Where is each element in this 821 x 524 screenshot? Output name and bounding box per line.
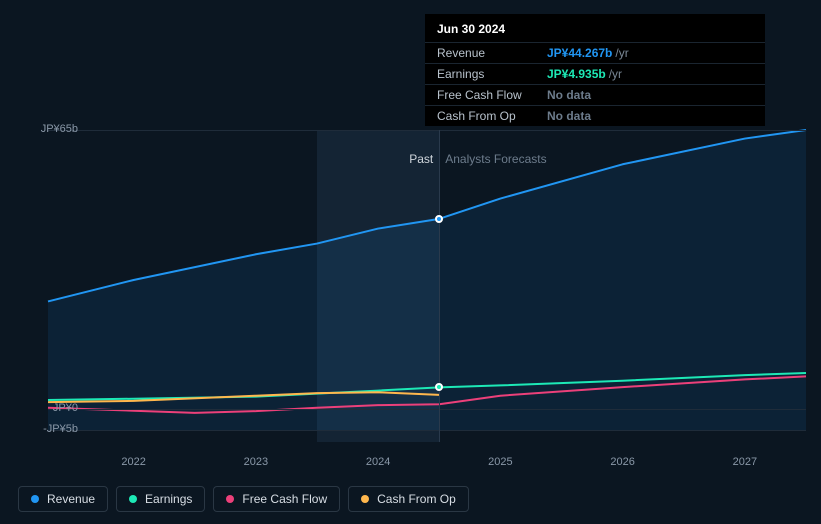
y-gridline: [48, 409, 806, 410]
tooltip-metric-label: Revenue: [437, 46, 547, 60]
tooltip-metric-value: JP¥44.267b: [547, 46, 612, 60]
tooltip-metric-value: JP¥4.935b: [547, 67, 606, 81]
legend-label: Earnings: [145, 492, 192, 506]
x-axis-label: 2026: [610, 456, 634, 468]
legend-dot-icon: [31, 495, 39, 503]
tooltip-metric-unit: /yr: [615, 46, 628, 60]
tooltip-row: Cash From OpNo data: [425, 105, 765, 126]
tooltip-row: Free Cash FlowNo data: [425, 84, 765, 105]
legend-dot-icon: [226, 495, 234, 503]
plot-area[interactable]: JP¥65bJP¥0-JP¥5b202220232024202520262027…: [48, 130, 806, 430]
legend-dot-icon: [129, 495, 137, 503]
hover-marker-revenue: [435, 215, 443, 223]
legend-item-fcf[interactable]: Free Cash Flow: [213, 486, 340, 512]
legend-label: Revenue: [47, 492, 95, 506]
tooltip-rows: RevenueJP¥44.267b/yrEarningsJP¥4.935b/yr…: [425, 42, 765, 126]
hover-marker-earnings: [435, 383, 443, 391]
x-axis-label: 2025: [488, 456, 512, 468]
legend-label: Cash From Op: [377, 492, 456, 506]
tooltip-metric-value: No data: [547, 109, 591, 123]
x-axis-label: 2027: [733, 456, 757, 468]
tooltip-row: EarningsJP¥4.935b/yr: [425, 63, 765, 84]
y-axis-label: JP¥0: [34, 402, 78, 414]
tooltip-metric-label: Cash From Op: [437, 109, 547, 123]
legend-item-cfo[interactable]: Cash From Op: [348, 486, 469, 512]
series-svg: [48, 130, 806, 430]
legend-item-revenue[interactable]: Revenue: [18, 486, 108, 512]
y-gridline: [48, 130, 806, 131]
x-axis-label: 2022: [121, 456, 145, 468]
tooltip-metric-value: No data: [547, 88, 591, 102]
hover-tooltip: Jun 30 2024 RevenueJP¥44.267b/yrEarnings…: [425, 14, 765, 126]
legend-dot-icon: [361, 495, 369, 503]
x-axis-label: 2024: [366, 456, 390, 468]
tooltip-metric-label: Free Cash Flow: [437, 88, 547, 102]
legend: Revenue Earnings Free Cash Flow Cash From O…: [18, 486, 469, 512]
legend-item-earnings[interactable]: Earnings: [116, 486, 205, 512]
tooltip-row: RevenueJP¥44.267b/yr: [425, 42, 765, 63]
tooltip-metric-label: Earnings: [437, 67, 547, 81]
past-label: Past: [409, 152, 433, 166]
legend-label: Free Cash Flow: [242, 492, 327, 506]
tooltip-metric-unit: /yr: [609, 67, 622, 81]
y-gridline: [48, 430, 806, 431]
y-axis-label: JP¥65b: [34, 123, 78, 135]
section-divider: [439, 130, 440, 442]
x-axis-label: 2023: [244, 456, 268, 468]
tooltip-date: Jun 30 2024: [425, 14, 765, 42]
y-axis-label: -JP¥5b: [34, 423, 78, 435]
series-fill-revenue: [48, 130, 806, 430]
forecast-label: Analysts Forecasts: [445, 152, 546, 166]
